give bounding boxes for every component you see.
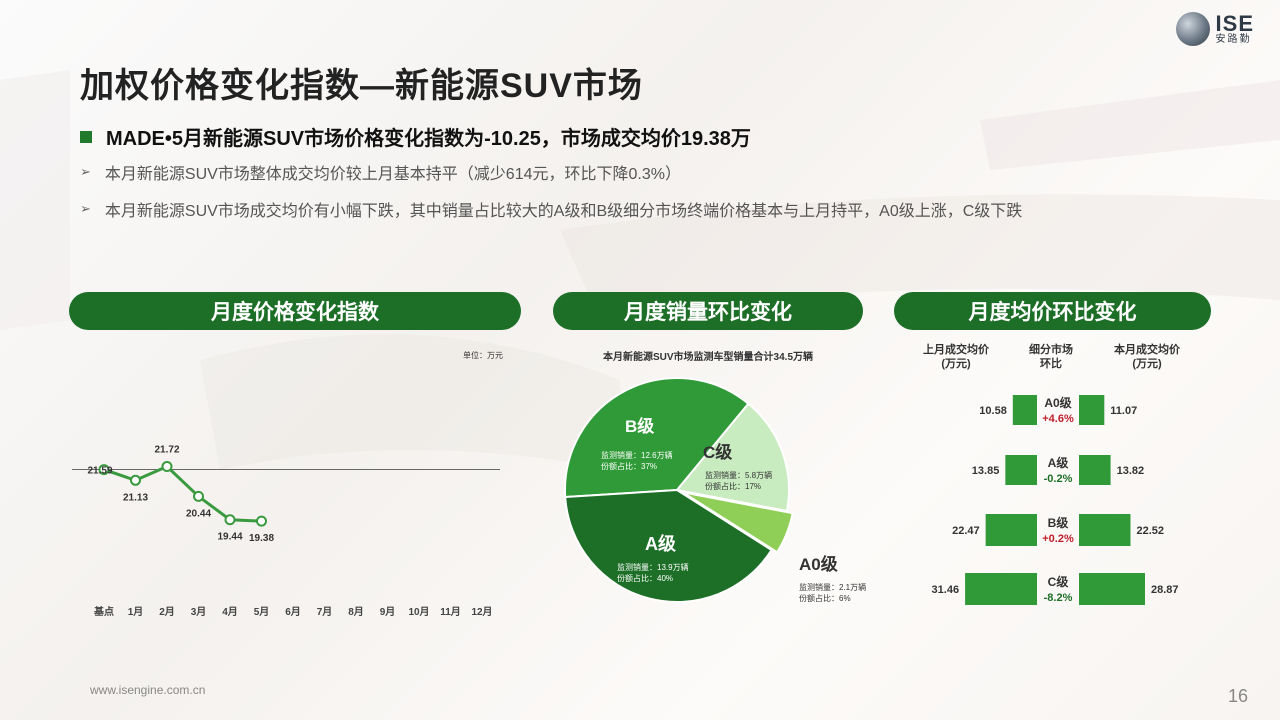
page-title: 加权价格变化指数—新能源SUV市场: [80, 67, 643, 105]
price-index-line-chart: 21.59 21.13 21.72 20.44 19.44 19.38 基点 1月 2月 3月 4月…: [72, 445, 500, 618]
segment-change-header: 细分市场 环比: [1029, 344, 1073, 370]
x-tick-label: 1月: [128, 606, 144, 618]
bullet-item: ➢ 本月新能源SUV市场成交均价有小幅下跌，其中销量占比较大的A级和B级细分市场…: [80, 197, 1022, 221]
prev-price-bar: [965, 573, 1037, 605]
headline-text: MADE•5月新能源SUV市场价格变化指数为-10.25，市场成交均价19.38…: [106, 128, 751, 150]
bullet-item: ➢ 本月新能源SUV市场整体成交均价较上月基本持平（减少614元，环比下降0.3…: [80, 160, 681, 184]
slice-name-label: B级: [625, 416, 654, 436]
curr-price-label: 22.52: [1136, 525, 1164, 537]
logo-subtext: 安路勤: [1215, 34, 1252, 45]
prev-price-header: 上月成交均价 (万元): [923, 344, 989, 370]
data-point: [130, 474, 141, 486]
slice-share-label: 份额占比：6%: [799, 593, 851, 603]
prev-price-label: 13.85: [972, 465, 1000, 477]
change-label: +0.2%: [1042, 533, 1074, 545]
pie-slice: [564, 488, 773, 603]
slice-name-label: A级: [645, 533, 677, 554]
x-tick-label: 6月: [285, 606, 301, 618]
prev-price-label: 10.58: [979, 405, 1007, 417]
pie-title: 本月新能源SUV市场监测车型销量合计34.5万辆: [602, 352, 814, 363]
slice-name-label: C级: [703, 442, 732, 462]
brand-logo: ISE 安路勤: [1175, 11, 1254, 46]
curr-price-bar: [1079, 395, 1105, 425]
pie-slice: [564, 377, 750, 499]
slice-share-label: 份额占比：37%: [601, 461, 657, 471]
slice-share-label: 份额占比：17%: [705, 481, 761, 491]
x-tick-label: 10月: [408, 606, 429, 618]
data-label: 19.38: [249, 533, 274, 544]
x-tick-label: 12月: [471, 606, 492, 618]
slice-sales-label: 监测销量：13.9万辆: [617, 562, 689, 572]
arrow-bullet-icon: ➢: [80, 164, 91, 179]
page-number: 16: [1227, 686, 1248, 706]
data-point: [98, 464, 110, 476]
curr-price-label: 13.82: [1117, 465, 1145, 477]
slice-sales-label: 监测销量：5.8万辆: [705, 470, 772, 480]
slice-sales-label: 监测销量：12.6万辆: [601, 450, 673, 460]
prev-price-bar: [985, 514, 1037, 546]
section-header-index: 月度价格变化指数: [69, 292, 521, 330]
curr-price-bar: [1079, 573, 1145, 605]
curr-price-bar: [1079, 455, 1111, 485]
change-label: -8.2%: [1044, 592, 1073, 604]
data-label: 21.13: [123, 492, 148, 503]
x-tick-label: 8月: [348, 606, 364, 618]
square-bullet-icon: [80, 130, 92, 143]
curr-price-label: 28.87: [1151, 584, 1179, 596]
x-tick-label: 7月: [317, 606, 333, 618]
section-header-price: 月度均价环比变化: [894, 292, 1211, 330]
curr-price-label: 11.07: [1110, 405, 1137, 417]
curr-price-header: 本月成交均价 (万元): [1114, 344, 1180, 370]
headline: MADE•5月新能源SUV市场价格变化指数为-10.25，市场成交均价19.38…: [80, 122, 751, 151]
globe-icon: [1175, 12, 1210, 46]
slice-name-label: A0级: [799, 554, 838, 574]
x-tick-label: 9月: [380, 606, 396, 618]
data-point: [256, 515, 267, 527]
data-point: [161, 461, 173, 473]
data-label: 19.44: [217, 532, 242, 543]
x-tick-label: 基点: [93, 605, 114, 618]
pie-slice: [682, 491, 794, 554]
prev-price-label: 22.47: [952, 525, 980, 537]
bullet-text: 本月新能源SUV市场整体成交均价较上月基本持平（减少614元，环比下降0.3%）: [104, 166, 681, 183]
prev-price-label: 31.46: [932, 584, 960, 596]
x-tick-label: 5月: [254, 606, 270, 618]
data-point: [224, 514, 236, 526]
prev-price-bar: [1005, 455, 1037, 485]
slice-share-label: 份额占比：40%: [617, 573, 673, 583]
x-tick-label: 2月: [159, 606, 175, 618]
arrow-bullet-icon: ➢: [80, 201, 91, 216]
curr-price-bar: [1079, 514, 1131, 546]
data-label: 21.72: [154, 445, 179, 456]
x-tick-label: 3月: [191, 606, 207, 618]
change-label: +4.6%: [1042, 413, 1074, 425]
data-point: [193, 490, 204, 502]
bullet-text: 本月新能源SUV市场成交均价有小幅下跌，其中销量占比较大的A级和B级细分市场终端…: [104, 203, 1023, 220]
change-label: -0.2%: [1044, 473, 1073, 485]
data-label: 21.59: [87, 466, 112, 477]
data-label: 20.44: [186, 508, 211, 519]
prev-price-bar: [1012, 395, 1037, 425]
segment-label: A0级: [1044, 395, 1071, 410]
segment-label: A级: [1048, 455, 1069, 470]
section-header-sales: 月度销量环比变化: [553, 292, 863, 330]
segment-label: B级: [1048, 515, 1069, 530]
pie-slice: [675, 402, 790, 513]
slice-sales-label: 监测销量：2.1万辆: [799, 582, 866, 592]
price-change-bar-chart: 10.58 11.07 A0级 +4.6% 13.85 13.82 A级 -0.2% 22.47…: [932, 395, 1179, 605]
x-tick-label: 11月: [440, 606, 461, 618]
footer-url[interactable]: www.isengine.com.cn: [90, 683, 206, 697]
x-tick-label: 4月: [222, 606, 238, 618]
logo-text: ISE: [1215, 11, 1254, 36]
unit-label: 单位：万元: [463, 351, 503, 360]
segment-label: C级: [1048, 574, 1069, 589]
